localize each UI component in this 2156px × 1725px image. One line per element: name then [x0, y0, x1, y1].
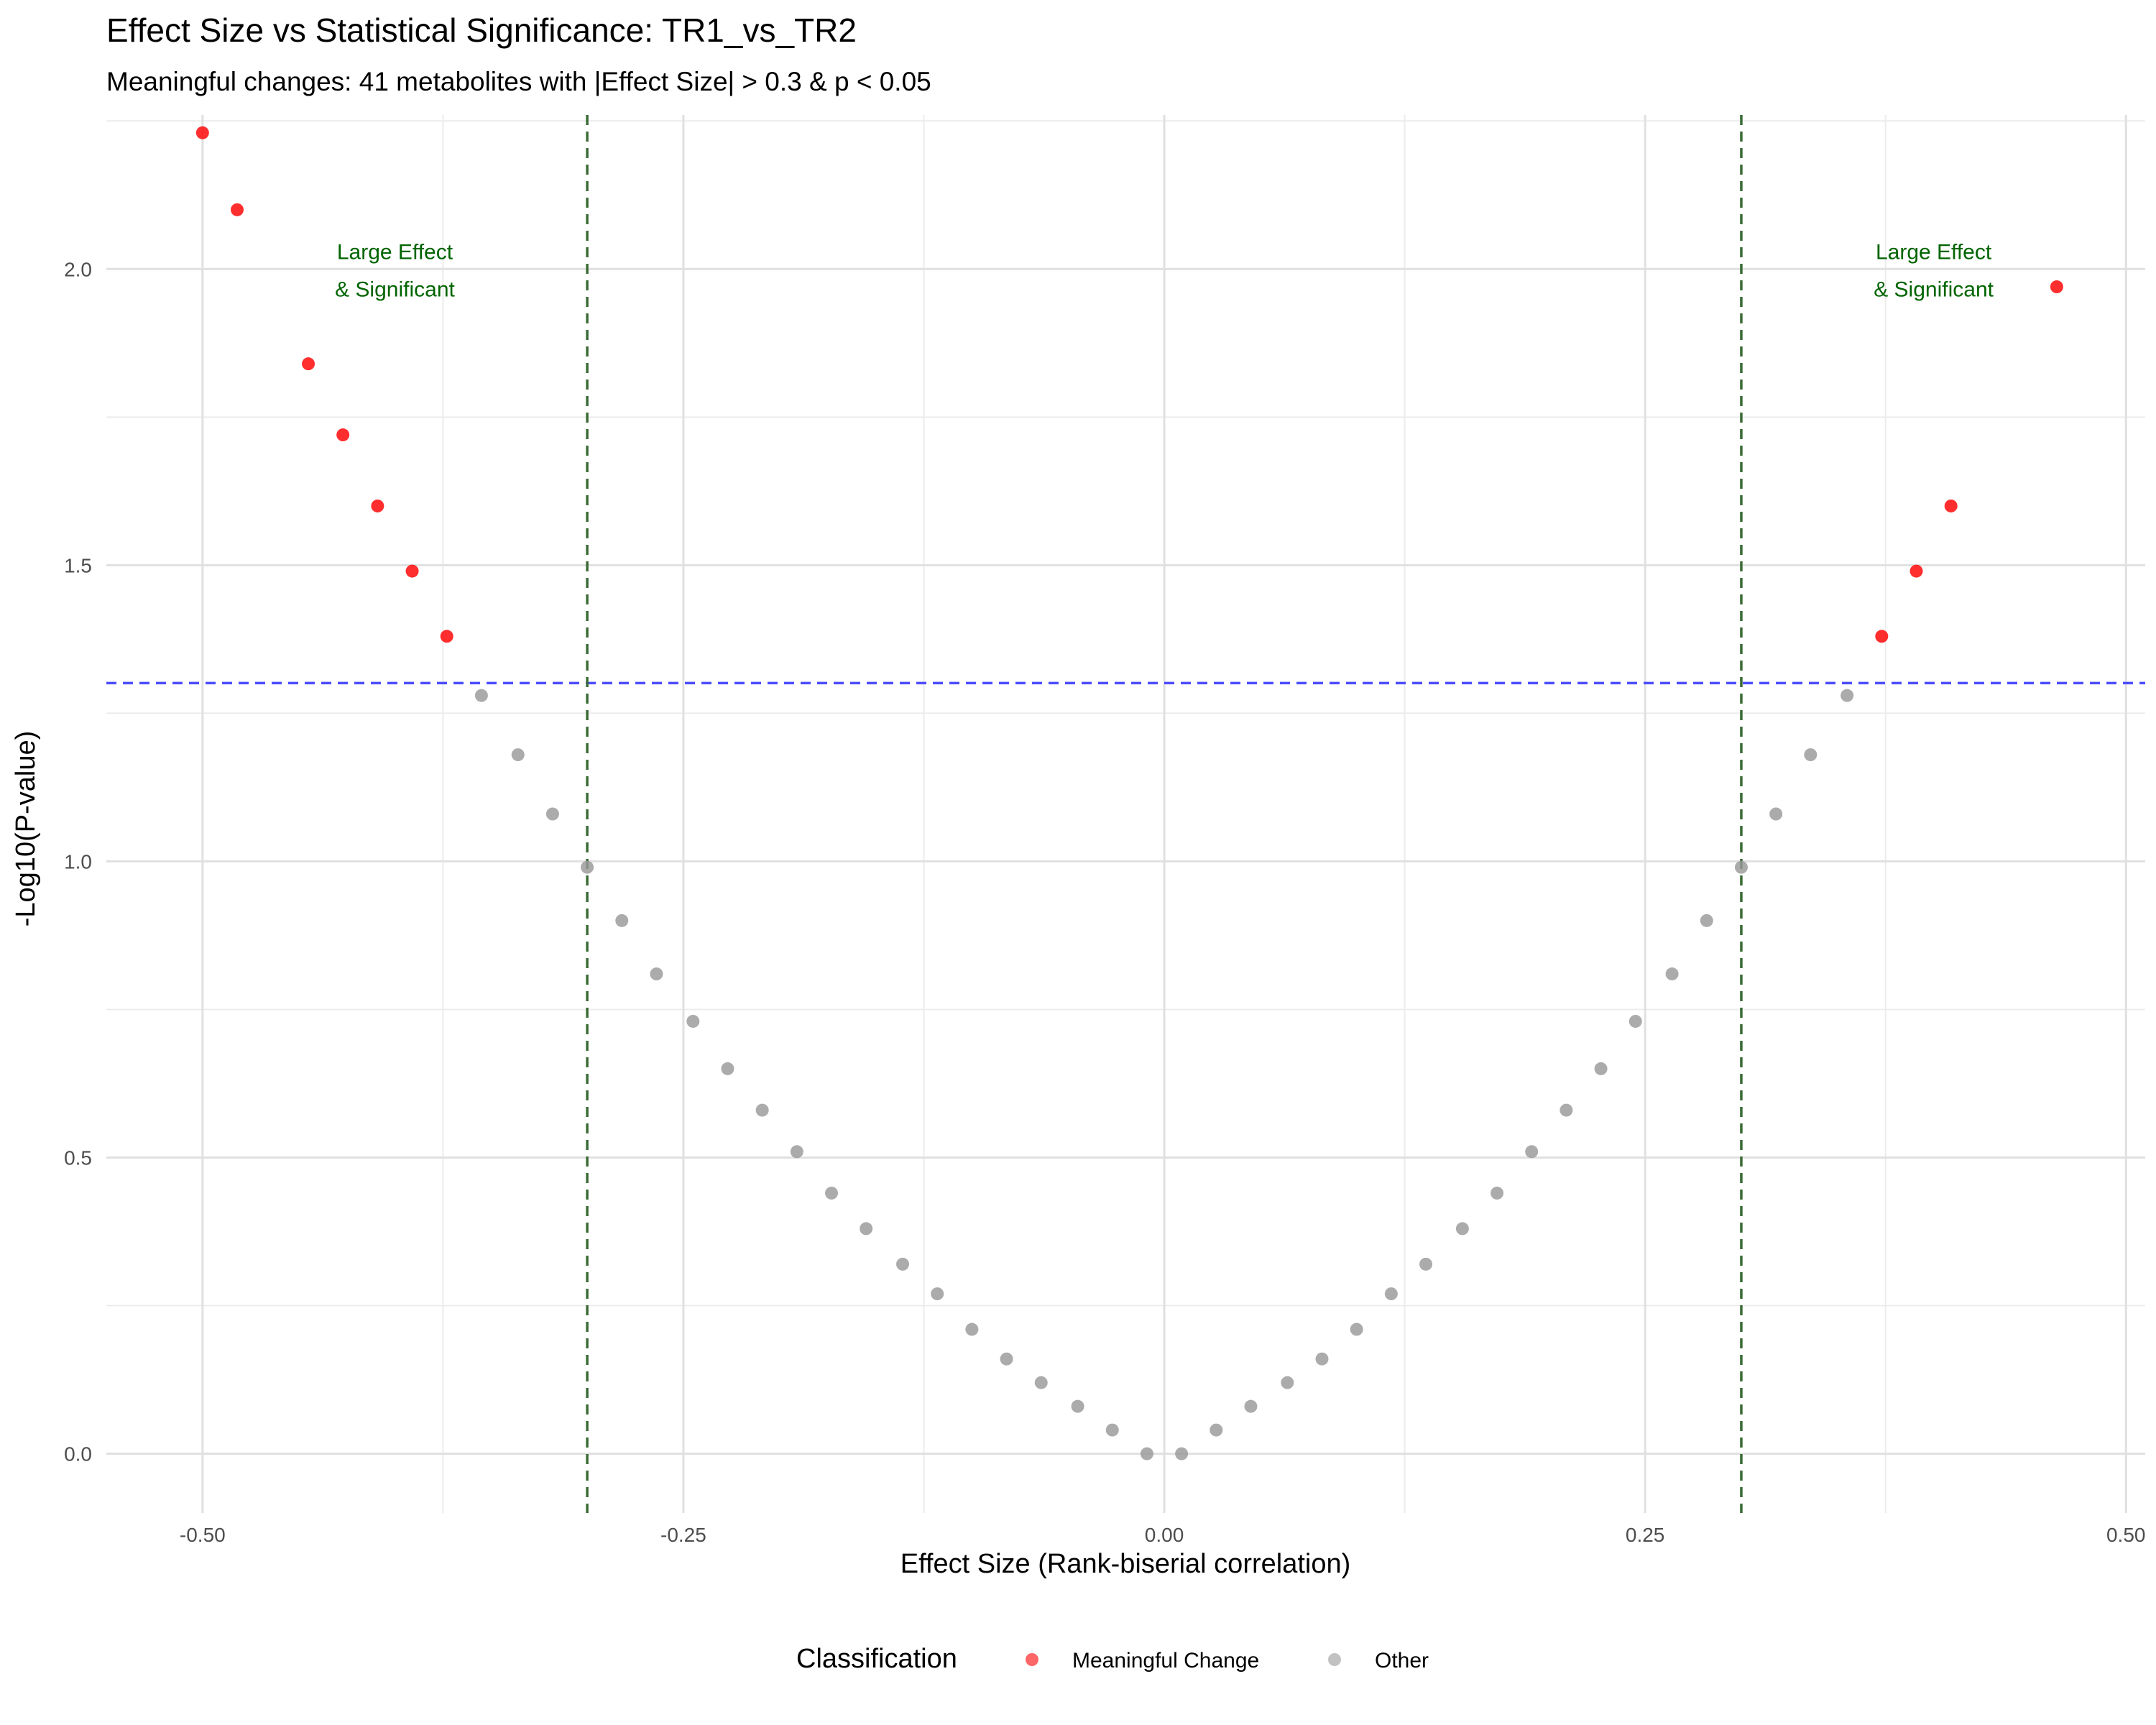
other-point	[1628, 1014, 1642, 1028]
other-point	[825, 1186, 839, 1200]
meaningful-change-point	[195, 126, 209, 139]
chart-subtitle: Meaningful changes: 41 metabolites with …	[106, 67, 931, 96]
meaningful-change-point	[302, 357, 315, 371]
other-point	[1560, 1103, 1573, 1117]
other-point	[1210, 1423, 1223, 1437]
x-tick-label: -0.25	[660, 1524, 706, 1546]
other-point	[1804, 748, 1818, 762]
annotation-line: Large Effect	[1876, 240, 1992, 264]
other-point	[1244, 1399, 1258, 1413]
chart-title: Effect Size vs Statistical Significance:…	[106, 12, 857, 49]
other-point	[1525, 1145, 1539, 1159]
other-point	[1491, 1186, 1504, 1200]
other-point	[511, 748, 525, 762]
meaningful-change-point	[440, 630, 453, 643]
y-tick-label: 2.0	[64, 258, 92, 280]
other-point	[721, 1062, 734, 1075]
annotation-large-effect: Large Effect & Significant	[1874, 240, 1994, 301]
other-point	[1105, 1423, 1119, 1437]
other-point	[755, 1103, 769, 1117]
legend: Classification Meaningful Change Other	[796, 1644, 1429, 1674]
other-point	[896, 1257, 910, 1271]
other-point	[965, 1322, 979, 1336]
y-tick-label: 1.0	[64, 850, 92, 873]
other-point	[790, 1145, 803, 1159]
y-tick-label: 0.5	[64, 1147, 92, 1169]
meaningful-change-point	[2050, 280, 2063, 294]
x-tick-label: 0.00	[1145, 1524, 1184, 1546]
meaningful-change-point	[1909, 564, 1923, 578]
other-point	[474, 689, 488, 702]
other-point	[1769, 807, 1783, 821]
legend-label: Meaningful Change	[1072, 1649, 1259, 1673]
other-point	[1034, 1376, 1048, 1389]
other-point	[650, 967, 663, 981]
annotation-line: & Significant	[335, 277, 455, 301]
other-point	[1734, 860, 1748, 874]
y-tick-label: 0.0	[64, 1443, 92, 1466]
other-point	[1419, 1257, 1433, 1271]
x-tick-label: -0.50	[180, 1524, 226, 1546]
other-point	[1594, 1062, 1608, 1075]
other-point	[1700, 914, 1713, 927]
x-axis-title: Effect Size (Rank-biserial correlation)	[900, 1549, 1351, 1579]
annotation-line: & Significant	[1874, 277, 1994, 301]
annotation-line: Large Effect	[337, 240, 453, 264]
other-point	[1384, 1287, 1398, 1301]
other-point	[545, 807, 559, 821]
other-point	[1665, 967, 1679, 981]
legend-key	[1328, 1653, 1341, 1666]
other-point	[1455, 1222, 1469, 1236]
plot-area: -0.50 -0.25 0.00 0.25 0.50 0.0 0.5 1.0 1.5 2.0 Lar…	[64, 115, 2145, 1546]
other-point	[1350, 1322, 1363, 1336]
annotation-large-effect: Large Effect & Significant	[335, 240, 455, 301]
other-point	[1071, 1399, 1084, 1413]
legend-title: Classification	[796, 1644, 957, 1674]
other-point	[931, 1287, 944, 1301]
x-tick-label: 0.25	[1626, 1524, 1665, 1546]
y-axis-title: -Log10(P-value)	[11, 731, 41, 926]
y-tick-label: 1.5	[64, 554, 92, 576]
meaningful-change-point	[336, 428, 350, 442]
other-point	[1140, 1447, 1153, 1460]
legend-label: Other	[1375, 1649, 1429, 1673]
other-point	[1000, 1352, 1013, 1366]
other-point	[581, 860, 594, 874]
meaningful-change-point	[230, 203, 244, 216]
other-point	[615, 914, 629, 927]
other-point	[1281, 1376, 1294, 1389]
meaningful-change-point	[1944, 499, 1958, 512]
legend-key	[1026, 1653, 1038, 1666]
other-point	[860, 1222, 873, 1236]
other-point	[1315, 1352, 1329, 1366]
other-point	[1175, 1447, 1189, 1460]
meaningful-change-point	[371, 499, 384, 512]
meaningful-change-point	[1875, 630, 1889, 643]
other-point	[686, 1014, 700, 1028]
meaningful-change-point	[405, 564, 419, 578]
other-point	[1841, 689, 1854, 702]
x-tick-label: 0.50	[2106, 1524, 2146, 1546]
